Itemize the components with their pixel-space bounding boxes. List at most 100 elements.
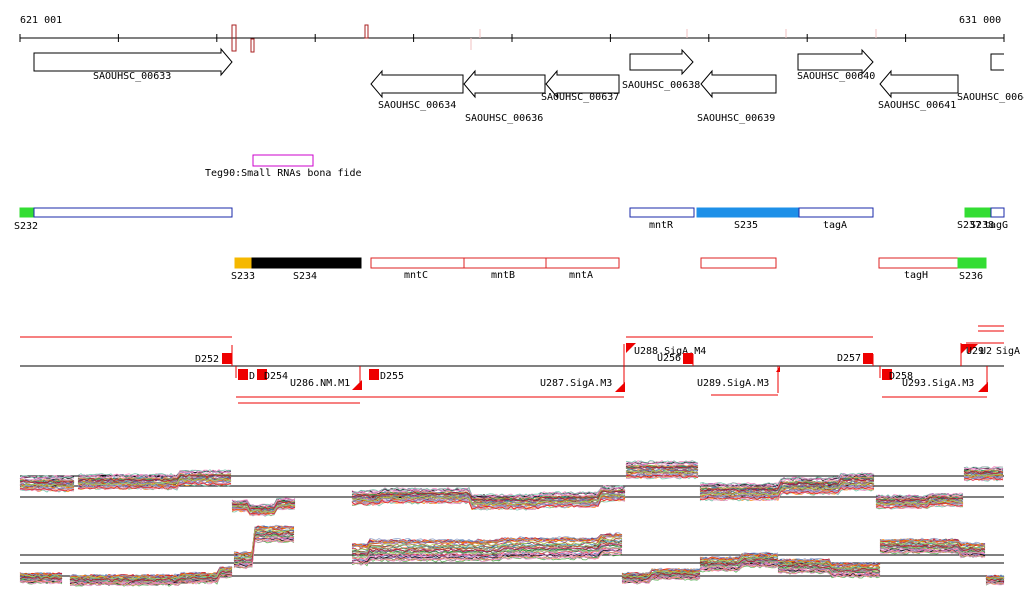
expression-line <box>77 474 232 482</box>
expression-line <box>351 537 623 552</box>
gene-arrow-left[interactable] <box>463 69 546 99</box>
terminator-d252[interactable] <box>222 353 232 364</box>
expression-line <box>351 486 626 499</box>
expression-line <box>777 564 881 572</box>
expression-upper[interactable] <box>19 460 1004 517</box>
expression-line <box>351 546 623 560</box>
expression-line <box>351 539 623 553</box>
expression-line <box>69 575 233 587</box>
gene-label: SAOUHSC_00637 <box>541 92 619 103</box>
terminator-d254[interactable] <box>257 369 267 380</box>
segment-label: mntC <box>404 270 428 281</box>
promoter-label: U288.SigA.M4 <box>634 346 706 357</box>
gene-saouhsc-0064[interactable]: SAOUHSC_0064 <box>957 53 1024 103</box>
segment-s232-body[interactable] <box>33 207 233 218</box>
promoter-u29y[interactable] <box>968 344 978 354</box>
segment-label: tagA <box>823 220 847 231</box>
gene-arrow-right[interactable] <box>990 53 1004 71</box>
segment-s233[interactable] <box>234 257 253 269</box>
terminator-d257[interactable] <box>863 353 873 364</box>
segment-taga[interactable] <box>798 207 874 218</box>
gene-arrow-left[interactable] <box>545 69 620 99</box>
expression-line <box>963 466 1003 471</box>
segment-tagh[interactable] <box>878 257 959 269</box>
expression-line <box>985 581 1005 586</box>
expression-line <box>351 544 623 556</box>
expression-line <box>699 555 779 563</box>
segment-label: S234 <box>293 271 317 282</box>
expression-line <box>78 475 232 484</box>
segment-s234[interactable] <box>251 257 362 269</box>
expression-line <box>233 534 295 564</box>
gene-saouhsc-00638[interactable]: SAOUHSC_00638 <box>622 48 700 91</box>
segment-s236[interactable] <box>957 257 987 269</box>
expression-line <box>351 493 626 506</box>
segment-label: S238 <box>970 220 994 231</box>
gene-arrow-right[interactable] <box>797 48 874 76</box>
promoter-u289[interactable] <box>776 366 780 372</box>
terminator-d253[interactable] <box>238 369 248 380</box>
gene-saouhsc-00636[interactable]: SAOUHSC_00636 <box>463 69 546 124</box>
promoter-u286[interactable] <box>352 380 362 390</box>
expression-line <box>233 537 295 567</box>
expression-line <box>351 491 626 503</box>
gene-saouhsc-00641[interactable]: SAOUHSC_00641 <box>878 69 959 111</box>
expression-lower[interactable] <box>19 524 1005 587</box>
gene-arrow-right[interactable] <box>33 47 233 77</box>
promoter-u293[interactable] <box>978 382 988 392</box>
expression-line <box>880 544 986 552</box>
segment-s232[interactable] <box>19 207 35 218</box>
gene-arrow-right[interactable] <box>629 48 694 76</box>
terminator-u256[interactable] <box>683 353 693 364</box>
gene-arrow-left[interactable] <box>879 69 959 99</box>
expression-line <box>621 568 701 576</box>
segment-mnta[interactable] <box>545 257 620 269</box>
expression-line <box>625 474 699 479</box>
expression-line <box>699 486 875 501</box>
expression-line <box>77 469 232 478</box>
expression-line <box>19 488 75 493</box>
promoter-label: D258 <box>889 371 913 382</box>
expression-line <box>19 488 75 492</box>
segment-label: mntA <box>569 270 593 281</box>
segment-s235[interactable] <box>696 207 800 218</box>
gene-saouhsc-00634[interactable]: SAOUHSC_00634 <box>370 69 464 111</box>
terminator-d258[interactable] <box>882 369 892 380</box>
gene-arrow-left[interactable] <box>700 69 777 99</box>
expression-line <box>625 470 699 474</box>
gene-arrow-left[interactable] <box>370 69 464 99</box>
expression-line <box>233 528 295 559</box>
terminator-d255[interactable] <box>369 369 379 380</box>
expression-line <box>351 548 623 562</box>
segment-mntr[interactable] <box>629 207 695 218</box>
segment-mntc[interactable] <box>370 257 465 269</box>
small-rna-teg90[interactable] <box>252 154 314 167</box>
gene-saouhsc-00633[interactable]: SAOUHSC_00633 <box>33 47 233 82</box>
segment-tagg[interactable] <box>990 207 1005 218</box>
segment-red-box[interactable] <box>700 257 777 269</box>
expression-line <box>699 563 779 572</box>
gene-label: SAOUHSC_00633 <box>93 71 171 82</box>
expression-line <box>699 477 875 492</box>
expression-line <box>625 460 699 464</box>
expression-line <box>699 472 875 486</box>
segment-mntb[interactable] <box>463 257 547 269</box>
expression-line <box>19 580 63 584</box>
expression-line <box>352 539 623 553</box>
expression-line <box>985 581 1005 586</box>
segment-label: S236 <box>959 271 983 282</box>
promoter-u287[interactable] <box>615 382 625 392</box>
gene-saouhsc-00640[interactable]: SAOUHSC_00640 <box>797 48 875 82</box>
gene-saouhsc-00639[interactable]: SAOUHSC_00639 <box>697 69 777 124</box>
gene-saouhsc-00637[interactable]: SAOUHSC_00637 <box>541 69 620 103</box>
expression-line <box>19 484 75 489</box>
expression-line <box>699 551 779 560</box>
segment-s237[interactable] <box>964 207 992 218</box>
promoter-u288[interactable] <box>626 343 636 353</box>
gene-track: SAOUHSC_00633 SAOUHSC_00634 SAOUHSC_0063… <box>33 47 1024 124</box>
expression-line <box>78 477 232 486</box>
promoter-label: U287.SigA.M3 <box>540 378 612 389</box>
expression-line <box>875 493 964 499</box>
